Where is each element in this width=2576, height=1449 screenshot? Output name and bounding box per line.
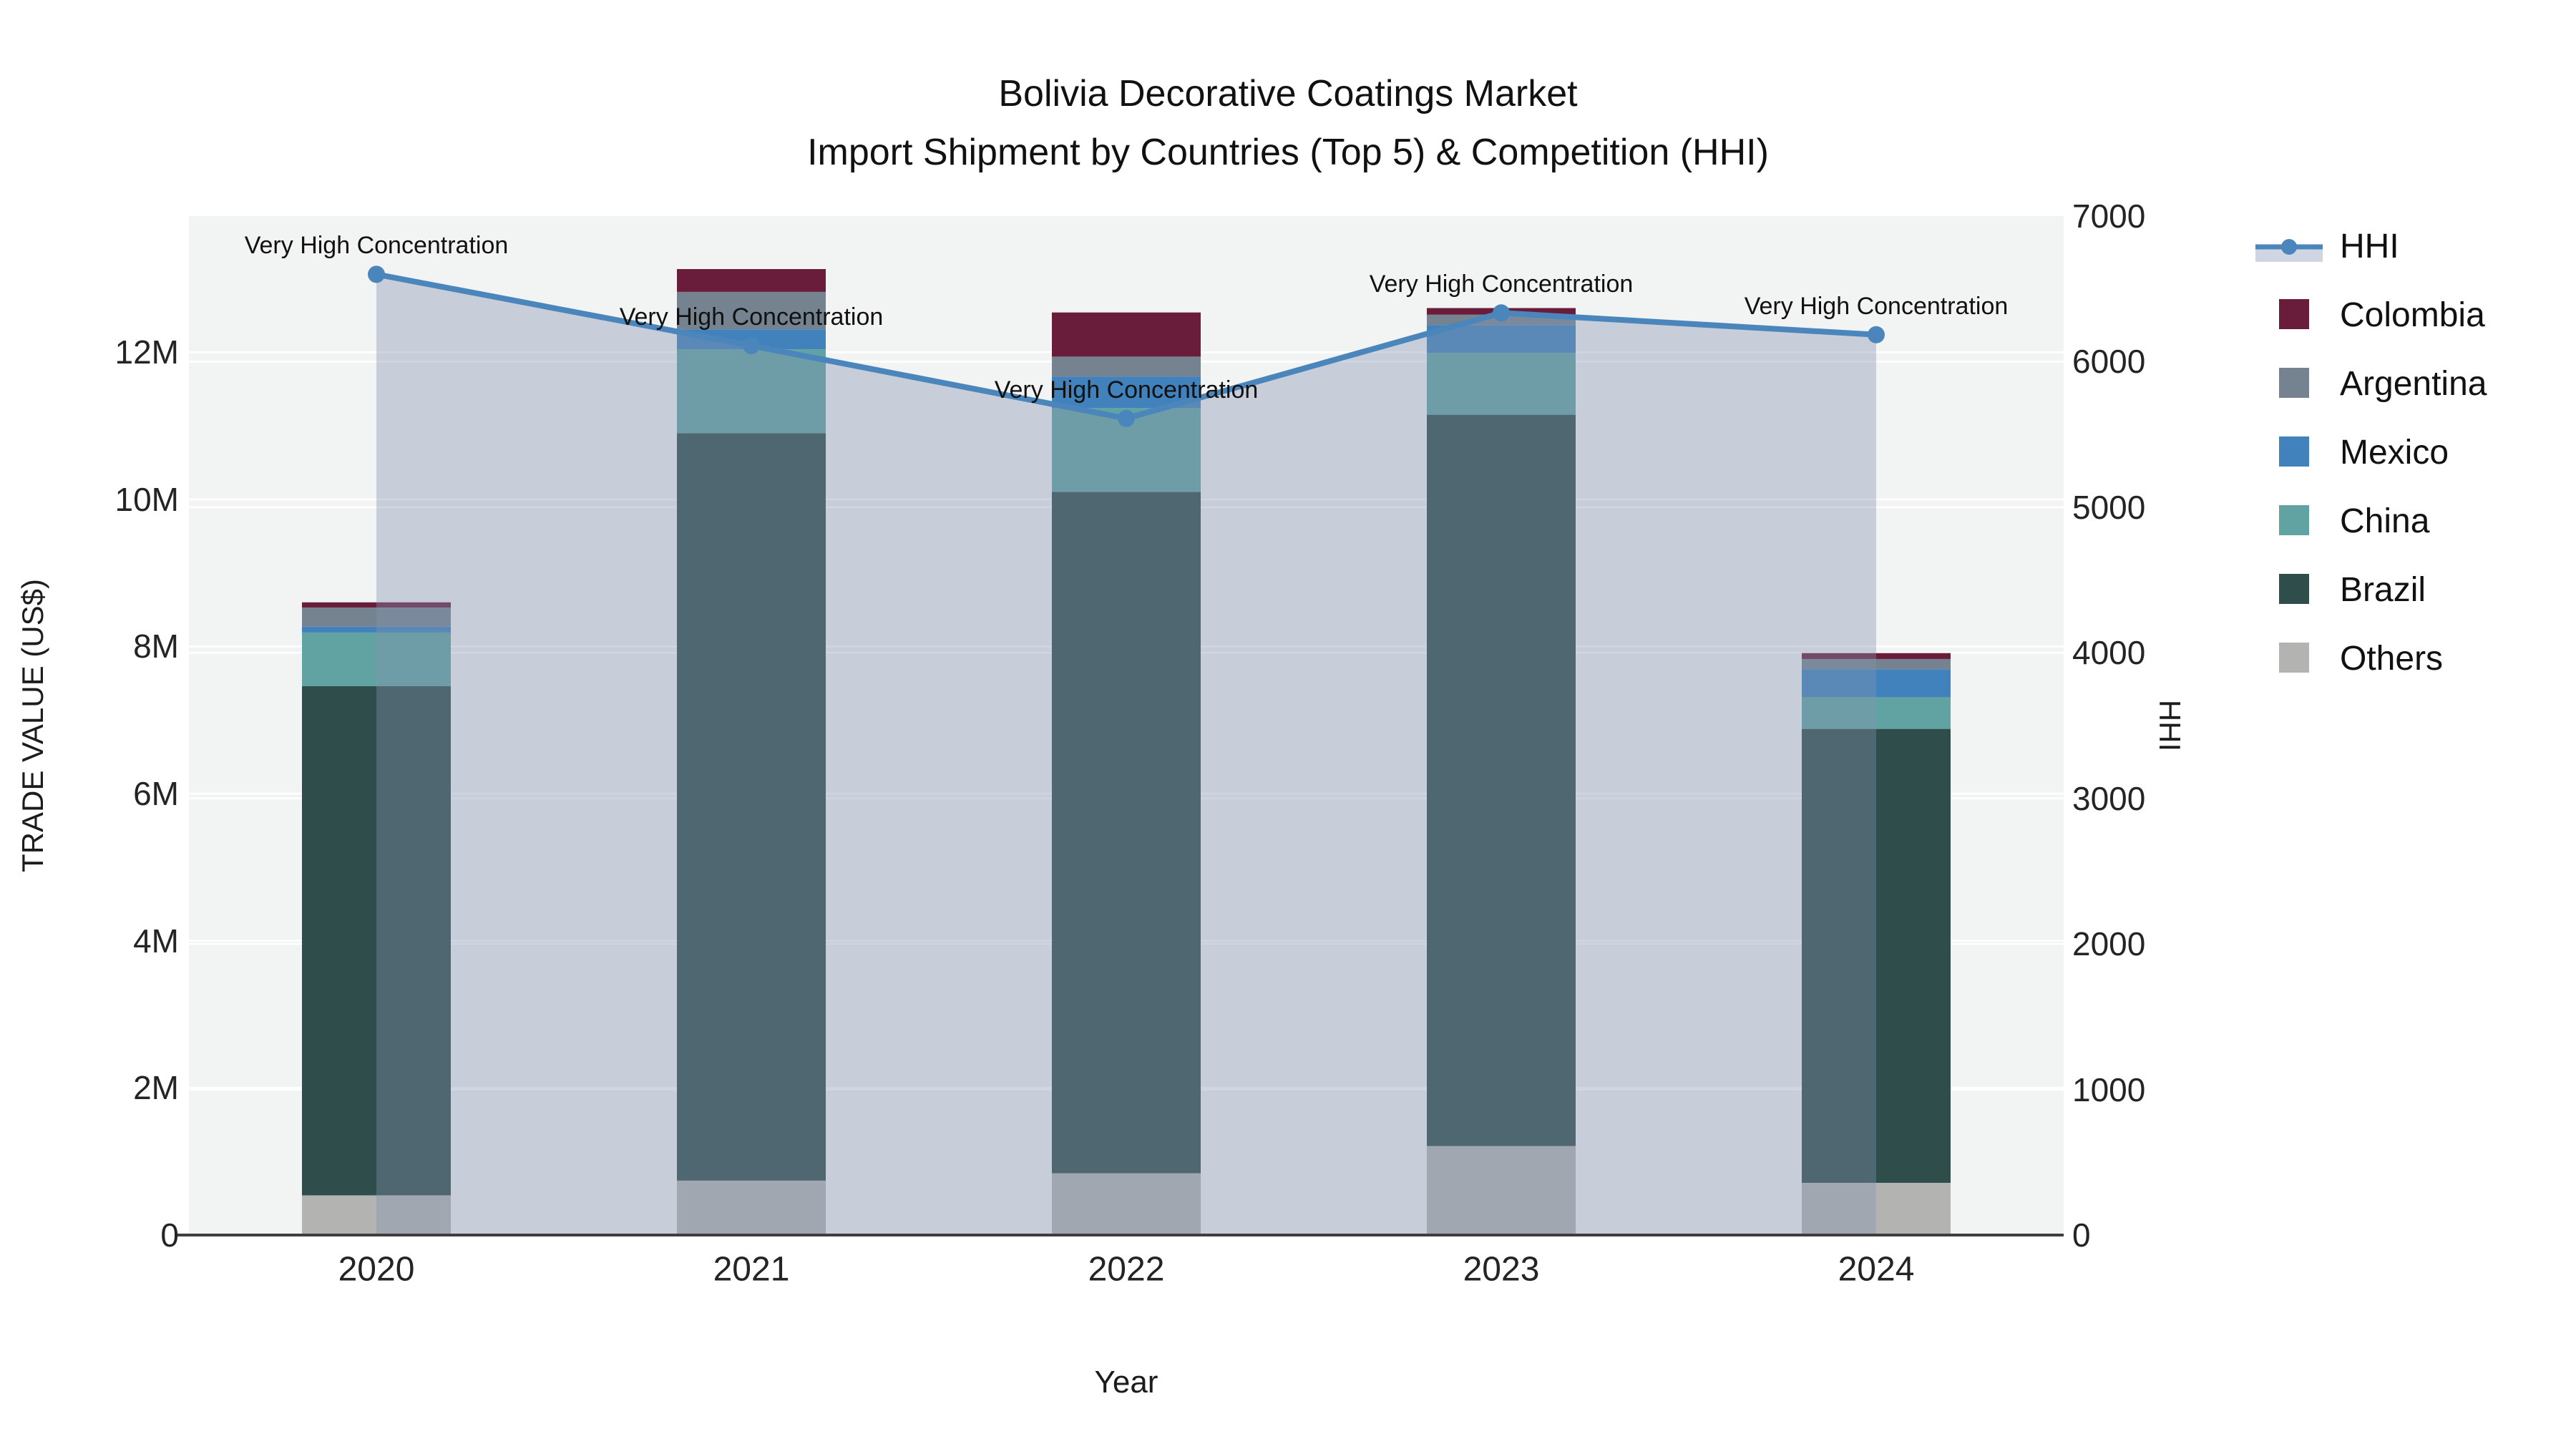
bar-segment-2023-brazil[interactable] (1427, 414, 1576, 1146)
ytick-left-0: 0 (160, 1216, 179, 1254)
ytick-right-3000: 3000 (2072, 779, 2146, 817)
swatch-china (2279, 505, 2309, 535)
ytick-left-2M: 2M (133, 1069, 179, 1107)
swatch-argentina (2279, 368, 2309, 398)
hhi-marker-2023[interactable] (1493, 304, 1510, 322)
bar-segment-2023-china[interactable] (1427, 353, 1576, 415)
hhi-area-fill (376, 274, 1876, 1235)
chart-subtitle: Import Shipment by Countries (Top 5) & C… (807, 132, 1769, 173)
ytick-left-10M: 10M (114, 480, 179, 518)
swatch-others (2279, 643, 2309, 673)
bar-segment-2024-brazil[interactable] (1802, 728, 1951, 1184)
bar-segment-2020-brazil[interactable] (302, 686, 451, 1196)
color-swatch-icon (2254, 574, 2326, 605)
ytick-right-1000: 1000 (2072, 1070, 2146, 1108)
legend-item-brazil[interactable]: Brazil (2254, 571, 2487, 609)
ytick-right-0: 0 (2072, 1216, 2091, 1254)
color-swatch-icon (2254, 436, 2326, 468)
y-axis-title-left: TRADE VALUE (US$) (16, 579, 49, 872)
bar-segment-2020-mexico[interactable] (302, 626, 451, 633)
swatch-colombia (2279, 299, 2309, 329)
xtick-2022: 2022 (1088, 1250, 1165, 1289)
bar-segment-2020-china[interactable] (302, 632, 451, 686)
hhi-marker-2024[interactable] (1868, 326, 1885, 343)
y-axis-title-right: HHI (2153, 699, 2187, 752)
ytick-right-6000: 6000 (2072, 343, 2146, 381)
ytick-right-7000: 7000 (2072, 197, 2146, 235)
legend: HHI Colombia Argentina Mexico China Brazil Oth… (2254, 228, 2487, 711)
bar-segment-2022-colombia[interactable] (1052, 312, 1201, 357)
ytick-left-8M: 8M (133, 628, 179, 665)
ytick-right-4000: 4000 (2072, 634, 2146, 672)
bar-segment-2021-argentina[interactable] (677, 291, 826, 330)
hhi-marker-2020[interactable] (368, 265, 385, 283)
xtick-2021: 2021 (713, 1250, 790, 1289)
annotation-2023: Very High Concentration (1369, 270, 1634, 298)
bar-segment-2024-argentina[interactable] (1802, 658, 1951, 670)
color-swatch-icon (2254, 368, 2326, 399)
annotation-2020: Very High Concentration (244, 232, 509, 260)
color-swatch-icon (2254, 643, 2326, 674)
annotation-2024: Very High Concentration (1744, 292, 2009, 320)
annotation-2022: Very High Concentration (994, 376, 1259, 404)
bar-segment-2024-colombia[interactable] (1802, 653, 1951, 659)
ytick-left-4M: 4M (133, 922, 179, 960)
bar-segment-2021-brazil[interactable] (677, 433, 826, 1181)
ytick-right-2000: 2000 (2072, 925, 2146, 963)
ytick-left-12M: 12M (114, 333, 179, 371)
bar-segment-2020-others[interactable] (302, 1195, 451, 1235)
bar-segment-2020-colombia[interactable] (302, 602, 451, 608)
legend-item-others[interactable]: Others (2254, 640, 2487, 678)
bar-segment-2022-argentina[interactable] (1052, 356, 1201, 377)
legend-item-colombia[interactable]: Colombia (2254, 296, 2487, 334)
bar-segment-2022-others[interactable] (1052, 1173, 1201, 1235)
hhi-marker-2022[interactable] (1118, 409, 1135, 427)
legend-label-china: China (2340, 502, 2430, 540)
bar-segment-2020-argentina[interactable] (302, 607, 451, 627)
color-swatch-icon (2254, 505, 2326, 537)
color-swatch-icon (2254, 299, 2326, 331)
legend-label-hhi: HHI (2340, 227, 2399, 265)
legend-label-mexico: Mexico (2340, 433, 2449, 472)
bar-segment-2023-others[interactable] (1427, 1146, 1576, 1235)
swatch-brazil (2279, 574, 2309, 604)
annotation-2021: Very High Concentration (619, 303, 884, 331)
ytick-right-5000: 5000 (2072, 488, 2146, 526)
legend-item-mexico[interactable]: Mexico (2254, 434, 2487, 472)
swatch-mexico (2279, 436, 2309, 467)
bar-segment-2022-brazil[interactable] (1052, 492, 1201, 1174)
legend-label-argentina: Argentina (2340, 364, 2487, 403)
legend-item-hhi[interactable]: HHI (2254, 228, 2487, 265)
ytick-left-6M: 6M (133, 775, 179, 813)
legend-item-argentina[interactable]: Argentina (2254, 365, 2487, 403)
x-axis-title: Year (1094, 1365, 1158, 1400)
bar-segment-2024-others[interactable] (1802, 1183, 1951, 1235)
bar-segment-2021-china[interactable] (677, 349, 826, 434)
bar-segment-2024-mexico[interactable] (1802, 669, 1951, 698)
xtick-2024: 2024 (1838, 1250, 1915, 1289)
xtick-2023: 2023 (1463, 1250, 1540, 1289)
xtick-2020: 2020 (338, 1250, 415, 1289)
legend-item-china[interactable]: China (2254, 502, 2487, 540)
bar-segment-2024-china[interactable] (1802, 697, 1951, 729)
legend-label-others: Others (2340, 639, 2444, 678)
legend-label-brazil: Brazil (2340, 570, 2426, 609)
hhi-line-swatch-icon (2254, 230, 2326, 262)
legend-label-colombia: Colombia (2340, 296, 2485, 334)
chart-title: Bolivia Decorative Coatings Market (998, 73, 1578, 114)
bar-segment-2021-others[interactable] (677, 1180, 826, 1235)
hhi-marker-2021[interactable] (743, 337, 760, 355)
bar-segment-2021-colombia[interactable] (677, 269, 826, 292)
